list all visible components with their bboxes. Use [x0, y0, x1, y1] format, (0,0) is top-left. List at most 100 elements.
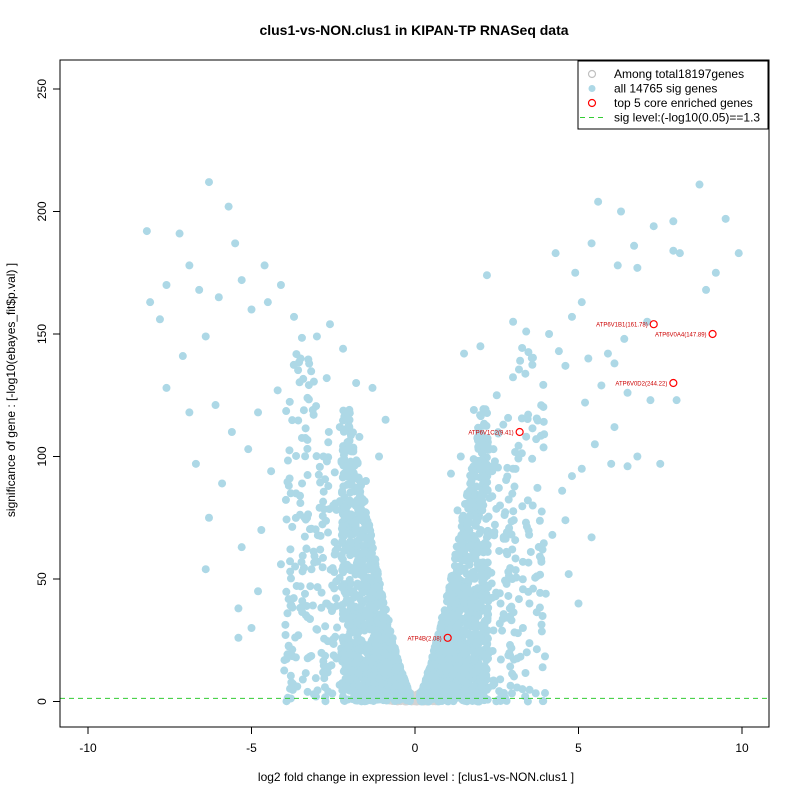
sig-gene-point: [528, 424, 537, 433]
sig-gene-point: [231, 239, 240, 248]
sig-gene-point: [327, 661, 336, 670]
sig-gene-point: [504, 567, 513, 576]
sig-gene-point: [338, 565, 347, 574]
sig-gene-point: [510, 482, 519, 491]
sig-gene-point: [535, 516, 544, 525]
sig-gene-point: [518, 685, 527, 694]
sig-gene-point: [358, 588, 367, 597]
y-tick-label: 0: [35, 698, 49, 705]
sig-gene-point: [162, 383, 171, 392]
sig-gene-point: [460, 650, 469, 659]
sig-gene-point: [146, 298, 155, 307]
legend-label: sig level:(-log10(0.05)==1.3: [614, 111, 760, 125]
sig-gene-point: [360, 663, 369, 672]
sig-gene-point: [447, 592, 456, 601]
sig-gene-point: [310, 552, 319, 561]
sig-gene-point: [509, 507, 518, 516]
sig-gene-point: [597, 381, 606, 390]
sig-gene-point: [675, 249, 684, 258]
sig-gene-point: [312, 332, 321, 341]
sig-gene-point: [381, 415, 390, 424]
sig-gene-point: [338, 522, 347, 531]
sig-gene-point: [319, 497, 328, 506]
sig-gene-point: [211, 401, 220, 410]
sig-gene-point: [541, 589, 550, 598]
sig-gene-point: [142, 227, 151, 236]
sig-gene-point: [340, 503, 349, 512]
sig-gene-point: [490, 527, 499, 536]
sig-gene-point: [587, 239, 596, 248]
sig-gene-point: [348, 628, 357, 637]
sig-gene-point: [381, 634, 390, 643]
sig-gene-point: [473, 548, 482, 557]
highlighted-gene-label: ATP6V0A4(147.89): [655, 333, 707, 339]
sig-gene-point: [185, 408, 194, 417]
sig-gene-point: [487, 593, 496, 602]
sig-gene-point: [405, 697, 414, 706]
sig-gene-point: [533, 416, 542, 425]
sig-gene-point: [455, 562, 464, 571]
sig-gene-point: [479, 670, 488, 679]
plot-layer: ATP6V1B1(161.78) ATP6V0A4(147.89) ATP6V0D2…: [60, 178, 769, 706]
highlighted-gene-marker: [708, 329, 717, 339]
sig-gene-point: [623, 388, 632, 397]
sig-gene-point: [285, 474, 294, 483]
sig-gene-point: [339, 580, 348, 589]
sig-gene-point: [452, 623, 461, 632]
sig-gene-point: [330, 538, 339, 547]
sig-gene-point: [459, 583, 468, 592]
sig-gene-point: [294, 631, 303, 640]
sig-gene-point: [484, 569, 493, 578]
sig-gene-point: [522, 432, 531, 441]
sig-gene-point: [454, 549, 463, 558]
sig-gene-point: [421, 681, 430, 690]
sig-gene-point: [282, 587, 291, 596]
sig-gene-point: [523, 697, 532, 706]
sig-gene-point: [396, 673, 405, 682]
sig-gene-point: [505, 604, 514, 613]
sig-gene-point: [470, 620, 479, 629]
sig-gene-point: [312, 402, 321, 411]
sig-gene-point: [482, 271, 491, 280]
sig-gene-point: [354, 483, 363, 492]
sig-gene-point: [594, 197, 603, 206]
sig-gene-point: [535, 603, 544, 612]
x-tick-label: -10: [79, 741, 97, 755]
sig-gene-point: [528, 454, 537, 463]
sig-gene-point: [301, 611, 310, 620]
sig-gene-point: [338, 528, 347, 537]
sig-gene-point: [288, 522, 297, 531]
sig-gene-point: [351, 472, 360, 481]
sig-gene-point: [309, 690, 318, 699]
sig-gene-point: [319, 452, 328, 461]
sig-gene-point: [345, 575, 354, 584]
sig-gene-point: [518, 585, 527, 594]
sig-gene-point: [332, 594, 341, 603]
sig-gene-point: [536, 431, 545, 440]
sig-gene-point: [296, 499, 305, 508]
sig-gene-point: [313, 583, 322, 592]
sig-gene-point: [397, 685, 406, 694]
sig-gene-point: [339, 667, 348, 676]
sig-gene-point: [373, 631, 382, 640]
sig-gene-point: [359, 573, 368, 582]
legend-box: [577, 60, 769, 130]
sig-gene-point: [537, 507, 546, 516]
sig-gene-point: [218, 479, 227, 488]
sig-gene-point: [312, 452, 321, 461]
sig-gene-point: [381, 605, 390, 614]
sig-gene-point: [286, 671, 295, 680]
sig-gene-point: [320, 683, 329, 692]
sig-gene-point: [434, 630, 443, 639]
sig-gene-point: [489, 626, 498, 635]
sig-gene-point: [590, 440, 599, 449]
sig-gene-point: [345, 423, 354, 432]
sig-gene-point: [304, 355, 313, 364]
sig-gene-point: [695, 180, 704, 189]
sig-gene-point: [373, 582, 382, 591]
legend-label: top 5 core enriched genes: [614, 96, 753, 110]
highlighted-gene-label: ATP6V0D2(244.22): [615, 382, 667, 388]
sig-gene-point: [318, 563, 327, 572]
sig-gene-point: [318, 512, 327, 521]
